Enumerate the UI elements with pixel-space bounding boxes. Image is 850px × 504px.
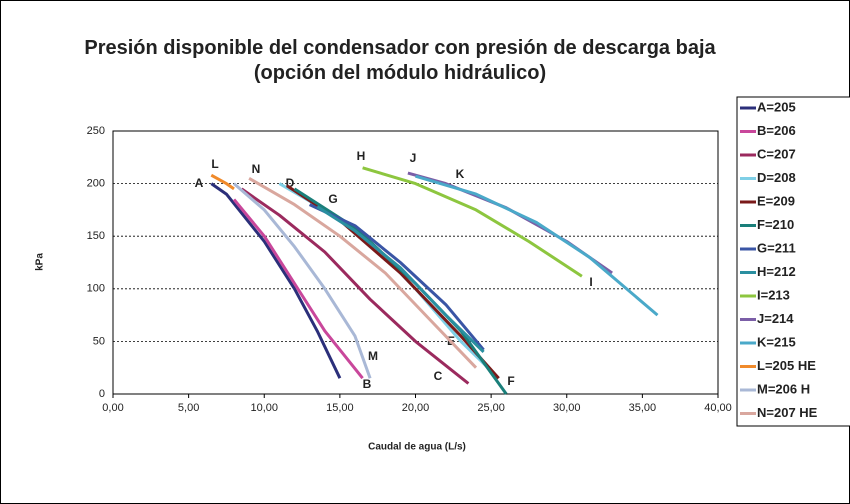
curve-label: D xyxy=(286,176,295,190)
x-tick-label: 20,00 xyxy=(402,402,430,414)
legend-label: B=206 xyxy=(757,123,796,138)
y-tick-label: 50 xyxy=(93,335,105,347)
curve-label: F xyxy=(507,374,514,388)
curve-label: L xyxy=(211,157,218,171)
legend-label: L=205 HE xyxy=(757,358,816,373)
x-tick-label: 25,00 xyxy=(477,402,505,414)
series-line xyxy=(316,205,485,353)
curve-label: M xyxy=(368,349,378,363)
curve-label: H xyxy=(357,149,366,163)
series-line xyxy=(232,198,364,380)
curve-label: G xyxy=(328,192,337,206)
y-tick-label: 200 xyxy=(87,178,105,190)
y-tick-label: 150 xyxy=(87,230,105,242)
legend-label: J=214 xyxy=(757,311,794,326)
series-line xyxy=(278,182,500,380)
series-line xyxy=(240,187,470,385)
y-axis-label: kPa xyxy=(35,253,46,271)
legend-label: G=211 xyxy=(757,240,796,255)
series-line xyxy=(210,173,235,191)
series-line xyxy=(362,166,583,278)
curve-label: C xyxy=(434,369,443,383)
series-line xyxy=(233,182,372,379)
x-tick-label: 35,00 xyxy=(629,402,657,414)
curve-label: N xyxy=(252,162,261,176)
series-line xyxy=(415,174,659,317)
y-tick-label: 0 xyxy=(99,388,105,400)
y-tick-label: 100 xyxy=(87,283,105,295)
legend-label: D=208 xyxy=(757,170,796,185)
plot-area xyxy=(112,130,719,395)
x-tick-label: 15,00 xyxy=(326,402,354,414)
legend-label: N=207 HE xyxy=(757,405,818,420)
y-tick-label: 250 xyxy=(87,125,105,137)
legend-label: E=209 xyxy=(757,193,795,208)
legend-label: F=210 xyxy=(757,217,794,232)
curve-label: A xyxy=(195,176,204,190)
x-tick-label: 10,00 xyxy=(250,402,278,414)
legend-label: C=207 xyxy=(757,146,796,161)
legend-label: K=215 xyxy=(757,334,796,349)
curve-label: K xyxy=(456,167,465,181)
series-line xyxy=(248,177,478,369)
curve-label: B xyxy=(363,377,372,391)
curve-label: J xyxy=(410,151,417,165)
series-line xyxy=(407,171,613,275)
legend-box xyxy=(736,96,850,427)
x-tick-label: 0,00 xyxy=(102,402,123,414)
legend-label: A=205 xyxy=(757,99,796,114)
legend-label: H=212 xyxy=(757,264,796,279)
series-line xyxy=(210,182,342,379)
x-tick-label: 30,00 xyxy=(553,402,581,414)
x-tick-label: 40,00 xyxy=(704,402,732,414)
legend-label: I=213 xyxy=(757,287,790,302)
curve-label: I xyxy=(589,275,592,289)
x-tick-label: 5,00 xyxy=(178,402,199,414)
x-axis-label: Caudal de agua (L/s) xyxy=(368,442,466,453)
series-line xyxy=(308,203,485,351)
chart-title: Presión disponible del condensador con p… xyxy=(84,37,716,84)
legend-label: M=206 H xyxy=(757,381,810,396)
